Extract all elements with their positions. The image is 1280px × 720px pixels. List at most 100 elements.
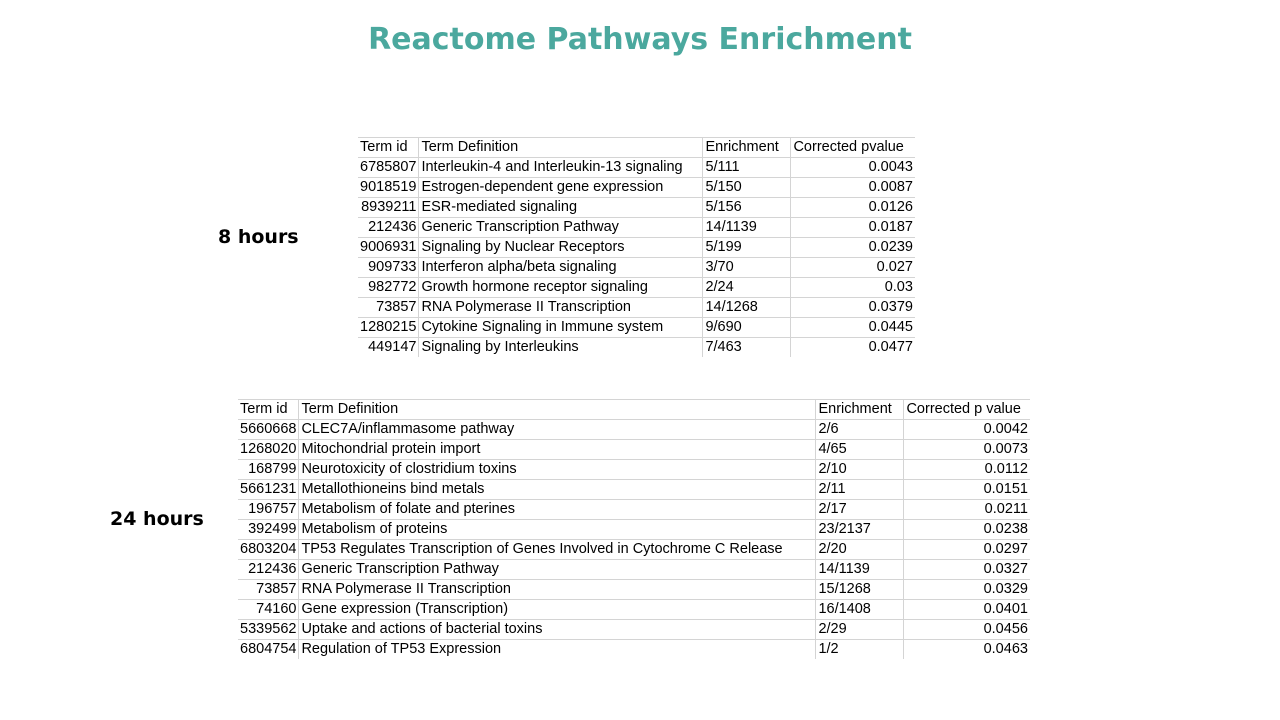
header-term-id: Term id — [238, 399, 300, 420]
cell-enrichment: 5/150 — [702, 177, 792, 198]
cell-term-definition: Generic Transcription Pathway — [418, 217, 704, 238]
cell-term-definition: Uptake and actions of bacterial toxins — [298, 619, 817, 640]
header-term-id: Term id — [358, 137, 420, 158]
table-row: 982772 Growth hormone receptor signaling 2… — [358, 277, 915, 298]
cell-corrected-pvalue: 0.0401 — [903, 599, 1030, 620]
table-row: 392499 Metabolism of proteins 23/2137 0.023… — [238, 519, 1030, 540]
cell-enrichment: 5/156 — [702, 197, 792, 218]
cell-enrichment: 14/1139 — [815, 559, 905, 580]
cell-term-definition: Neurotoxicity of clostridium toxins — [298, 459, 817, 480]
cell-term-id: 1268020 — [238, 439, 300, 460]
header-corrected-pvalue: Corrected p value — [903, 399, 1030, 420]
table-row: 212436 Generic Transcription Pathway 14/11… — [238, 559, 1030, 580]
cell-term-definition: Interleukin-4 and Interleukin-13 signali… — [418, 157, 704, 178]
table-row: 168799 Neurotoxicity of clostridium toxin… — [238, 459, 1030, 480]
cell-term-id: 909733 — [358, 257, 420, 278]
cell-term-id: 5339562 — [238, 619, 300, 640]
cell-term-definition: Estrogen-dependent gene expression — [418, 177, 704, 198]
cell-enrichment: 2/29 — [815, 619, 905, 640]
enrichment-table-8-hours: Term id Term Definition Enrichment Corre… — [358, 137, 915, 357]
cell-term-id: 212436 — [238, 559, 300, 580]
header-enrichment: Enrichment — [702, 137, 792, 158]
cell-corrected-pvalue: 0.0151 — [903, 479, 1030, 500]
cell-corrected-pvalue: 0.0445 — [790, 317, 915, 338]
cell-term-id: 196757 — [238, 499, 300, 520]
table-row: 73857 RNA Polymerase II Transcription 14/1… — [358, 297, 915, 318]
cell-corrected-pvalue: 0.0112 — [903, 459, 1030, 480]
table-row: 5660668 CLEC7A/inflammasome pathway 2/6 0.0… — [238, 419, 1030, 440]
header-corrected-pvalue: Corrected pvalue — [790, 137, 915, 158]
cell-term-id: 8939211 — [358, 197, 420, 218]
cell-term-definition: RNA Polymerase II Transcription — [298, 579, 817, 600]
table-row: 212436 Generic Transcription Pathway 14/11… — [358, 217, 915, 238]
cell-enrichment: 14/1139 — [702, 217, 792, 238]
table-row: 449147 Signaling by Interleukins 7/463 0.04… — [358, 337, 915, 357]
cell-term-id: 73857 — [238, 579, 300, 600]
enrichment-table-24-hours: Term id Term Definition Enrichment Corre… — [238, 399, 1030, 659]
cell-term-definition: Growth hormone receptor signaling — [418, 277, 704, 298]
cell-enrichment: 7/463 — [702, 337, 792, 357]
cell-corrected-pvalue: 0.0043 — [790, 157, 915, 178]
cell-term-id: 5660668 — [238, 419, 300, 440]
cell-term-id: 1280215 — [358, 317, 420, 338]
cell-term-definition: Metabolism of proteins — [298, 519, 817, 540]
table-row: 8939211 ESR-mediated signaling 5/156 0.0126 — [358, 197, 915, 218]
table-row: 1268020 Mitochondrial protein import 4/65 0… — [238, 439, 1030, 460]
cell-enrichment: 15/1268 — [815, 579, 905, 600]
table-row: 5339562 Uptake and actions of bacterial t… — [238, 619, 1030, 640]
cell-term-id: 449147 — [358, 337, 420, 357]
table-row: 73857 RNA Polymerase II Transcription 15/1… — [238, 579, 1030, 600]
cell-enrichment: 14/1268 — [702, 297, 792, 318]
table-row: 9006931 Signaling by Nuclear Receptors 5/1… — [358, 237, 915, 258]
cell-term-definition: Signaling by Nuclear Receptors — [418, 237, 704, 258]
cell-enrichment: 2/10 — [815, 459, 905, 480]
table-row: 6804754 Regulation of TP53 Expression 1/2 0… — [238, 639, 1030, 659]
cell-term-id: 9018519 — [358, 177, 420, 198]
cell-enrichment: 9/690 — [702, 317, 792, 338]
cell-enrichment: 2/17 — [815, 499, 905, 520]
slide-title: Reactome Pathways Enrichment — [368, 22, 912, 57]
cell-enrichment: 16/1408 — [815, 599, 905, 620]
cell-corrected-pvalue: 0.0463 — [983, 641, 1028, 657]
cell-term-id: 5661231 — [238, 479, 300, 500]
cell-corrected-pvalue: 0.03 — [790, 277, 915, 298]
cell-corrected-pvalue: 0.0329 — [903, 579, 1030, 600]
cell-corrected-pvalue: 0.0042 — [903, 419, 1030, 440]
cell-term-definition: Cytokine Signaling in Immune system — [418, 317, 704, 338]
cell-corrected-pvalue: 0.027 — [790, 257, 915, 278]
cell-enrichment: 23/2137 — [815, 519, 905, 540]
cell-corrected-pvalue: 0.0239 — [790, 237, 915, 258]
table-header-row: Term id Term Definition Enrichment Corre… — [358, 137, 915, 158]
cell-enrichment: 3/70 — [702, 257, 792, 278]
cell-term-definition: RNA Polymerase II Transcription — [418, 297, 704, 318]
cell-enrichment: 2/11 — [815, 479, 905, 500]
cell-term-definition: Interferon alpha/beta signaling — [418, 257, 704, 278]
section-label-24-hours: 24 hours — [110, 508, 204, 530]
cell-enrichment: 4/65 — [815, 439, 905, 460]
cell-corrected-pvalue: 0.0073 — [903, 439, 1030, 460]
table-row: 6785807 Interleukin-4 and Interleukin-13 … — [358, 157, 915, 178]
section-label-8-hours: 8 hours — [218, 226, 299, 248]
table-row: 1280215 Cytokine Signaling in Immune syst… — [358, 317, 915, 338]
cell-corrected-pvalue: 0.0087 — [790, 177, 915, 198]
cell-term-id: 6804754 — [238, 639, 300, 659]
cell-term-definition: CLEC7A/inflammasome pathway — [298, 419, 817, 440]
cell-term-definition: Mitochondrial protein import — [298, 439, 817, 460]
cell-corrected-pvalue: 0.0456 — [903, 619, 1030, 640]
cell-term-id: 74160 — [238, 599, 300, 620]
cell-term-definition: Regulation of TP53 Expression — [298, 639, 817, 659]
cell-term-id: 982772 — [358, 277, 420, 298]
cell-enrichment: 2/6 — [815, 419, 905, 440]
cell-enrichment: 5/111 — [702, 157, 792, 178]
cell-term-id: 6785807 — [358, 157, 420, 178]
table-row: 196757 Metabolism of folate and pterines 2… — [238, 499, 1030, 520]
table-row: 6803204 TP53 Regulates Transcription of G… — [238, 539, 1030, 560]
cell-term-id: 168799 — [238, 459, 300, 480]
table-row: 5661231 Metallothioneins bind metals 2/11 0… — [238, 479, 1030, 500]
cell-term-id: 212436 — [358, 217, 420, 238]
header-term-definition: Term Definition — [418, 137, 704, 158]
cell-term-id: 9006931 — [358, 237, 420, 258]
cell-term-definition: Gene expression (Transcription) — [298, 599, 817, 620]
cell-corrected-pvalue: 0.0327 — [903, 559, 1030, 580]
